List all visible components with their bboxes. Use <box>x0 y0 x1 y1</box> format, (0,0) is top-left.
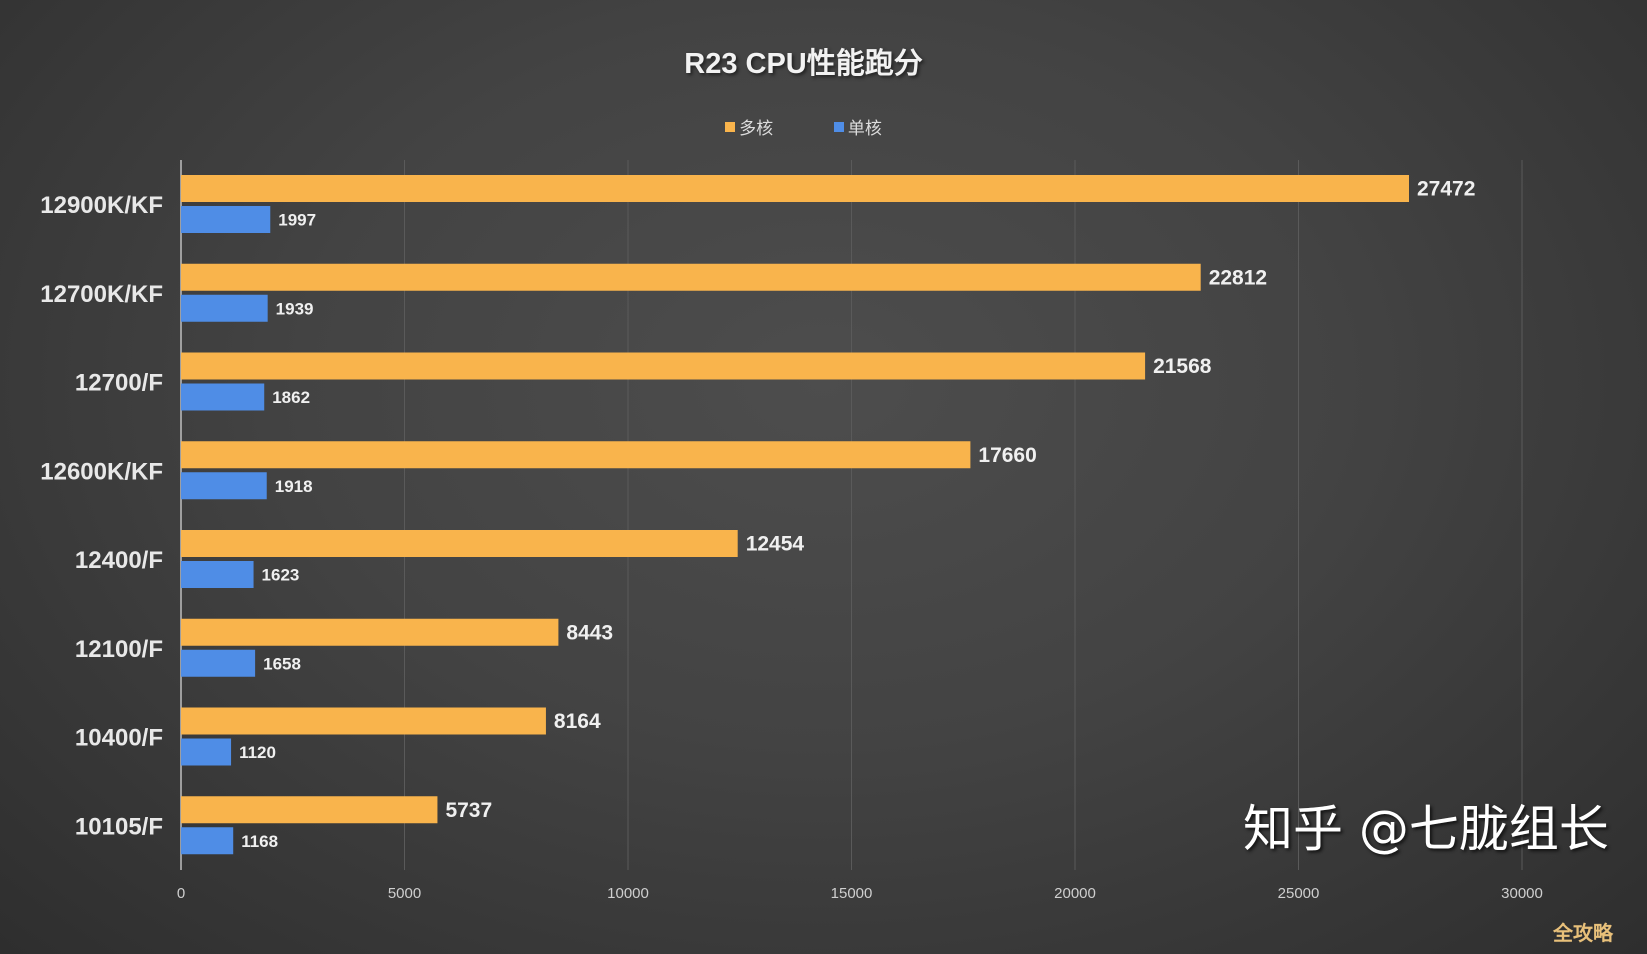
data-label-single: 1939 <box>276 299 314 318</box>
bar-multi <box>181 175 1409 202</box>
data-label-single: 1120 <box>239 743 276 762</box>
data-label-multi: 22812 <box>1209 266 1267 289</box>
watermark: 知乎 @七胧组长 <box>1243 800 1609 858</box>
corner-logo: 全攻略 <box>1553 923 1613 945</box>
data-label-single: 1918 <box>275 477 313 496</box>
data-label-multi: 21568 <box>1153 355 1212 378</box>
x-tick-label: 10000 <box>607 885 649 902</box>
data-label-single: 1862 <box>272 388 310 407</box>
bar-multi <box>181 530 738 557</box>
bar-multi <box>181 352 1146 380</box>
data-label-multi: 8443 <box>566 621 613 644</box>
data-label-multi: 17660 <box>978 444 1036 467</box>
bar-single <box>181 206 271 233</box>
x-tick-label: 30000 <box>1501 885 1543 902</box>
category-label: 10400/F <box>75 725 163 752</box>
legend-label-multi: 多核 <box>739 119 774 138</box>
legend-item-multi: 多核 <box>725 114 773 139</box>
bar-multi <box>181 618 559 646</box>
category-label: 12900K/KF <box>40 192 163 219</box>
bar-multi <box>181 707 546 735</box>
data-label-multi: 27472 <box>1417 178 1475 201</box>
data-label-single: 1997 <box>278 211 316 230</box>
x-tick-label: 5000 <box>388 885 421 902</box>
legend-item-single: 单核 <box>833 114 882 139</box>
data-label-multi: 8164 <box>554 710 601 733</box>
legend: 多核 单核 <box>0 114 1607 139</box>
category-label: 12100/F <box>75 636 163 663</box>
legend-label-single: 单核 <box>847 119 882 138</box>
bar-multi <box>181 796 438 824</box>
category-label: 12600K/KF <box>40 458 163 485</box>
category-label: 12700K/KF <box>40 281 163 308</box>
category-label: 10105/F <box>75 813 163 840</box>
data-label-multi: 12454 <box>746 533 805 556</box>
x-tick-label: 25000 <box>1278 885 1320 902</box>
data-label-single: 1623 <box>262 566 300 585</box>
x-tick-label: 15000 <box>831 885 873 902</box>
x-tick-label: 20000 <box>1054 885 1096 902</box>
bar-single <box>181 649 256 677</box>
bar-single <box>181 827 234 855</box>
data-label-multi: 5737 <box>445 799 492 822</box>
legend-swatch-multi <box>725 121 736 132</box>
bar-single <box>181 383 265 411</box>
data-label-single: 1168 <box>241 832 278 851</box>
chart-title: R23 CPU性能跑分 <box>684 48 923 80</box>
category-label: 12700/F <box>75 370 163 397</box>
bar-single <box>181 472 267 500</box>
data-label-single: 1658 <box>263 654 301 673</box>
legend-swatch-single <box>833 121 844 132</box>
bar-multi <box>181 263 1201 291</box>
bar-single <box>181 561 254 588</box>
bar-single <box>181 738 232 766</box>
category-label: 12400/F <box>75 547 163 574</box>
x-tick-label: 0 <box>177 885 185 902</box>
bar-single <box>181 294 268 322</box>
bar-multi <box>181 441 971 469</box>
